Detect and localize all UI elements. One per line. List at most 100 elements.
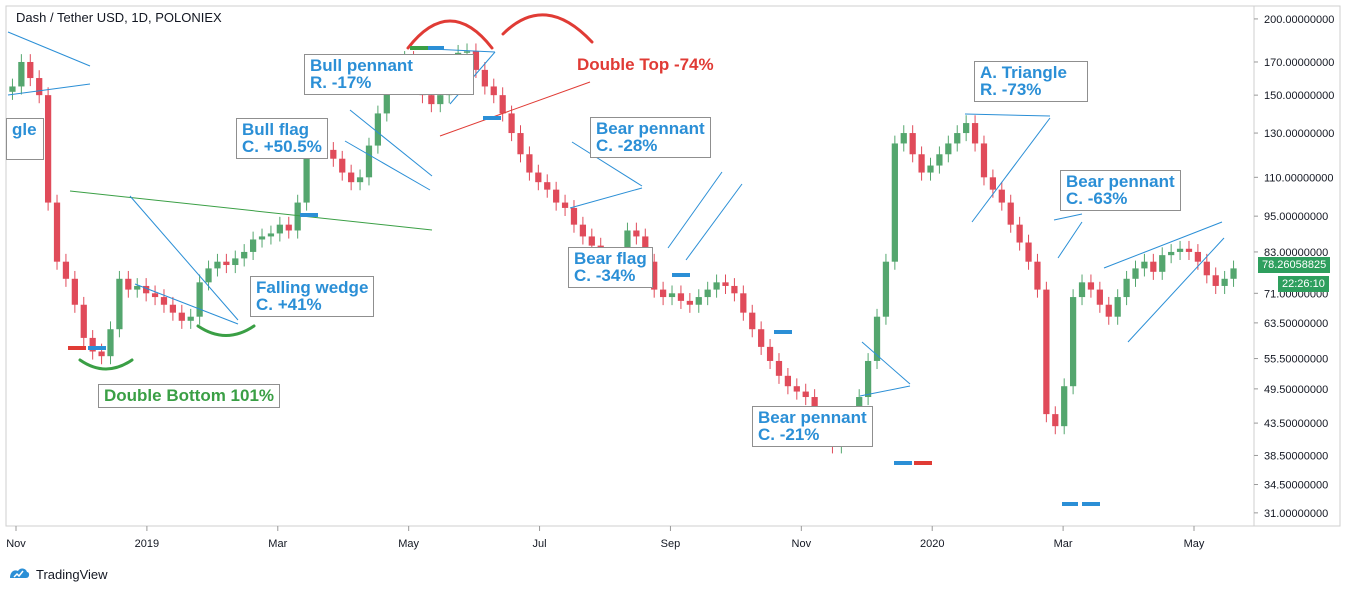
candle-body — [659, 289, 667, 298]
annotation-double-top: Double Top -74% — [572, 54, 719, 76]
last-price-tag: 78.26058825 — [1258, 257, 1331, 273]
candle-body — [1069, 297, 1077, 387]
candle-body — [160, 297, 168, 305]
y-tick-label: 34.50000000 — [1264, 480, 1328, 492]
x-tick-label: Nov — [792, 538, 812, 550]
candle-body — [205, 268, 212, 283]
y-tick-label: 63.50000000 — [1264, 318, 1328, 330]
candle-body — [1168, 251, 1175, 256]
candle-body — [1150, 261, 1157, 272]
candle-body — [677, 293, 685, 301]
candle-body — [472, 51, 480, 70]
candle-body — [499, 95, 506, 114]
candle-body — [918, 154, 925, 173]
candle-body — [1016, 224, 1023, 243]
candle-body — [178, 312, 185, 321]
candle-body — [232, 258, 239, 266]
candle-body — [954, 133, 961, 144]
candle-body — [651, 261, 658, 290]
candle-body — [882, 261, 890, 317]
y-tick-label: 130.00000000 — [1264, 128, 1334, 140]
candle-body — [481, 69, 488, 87]
candle-body — [526, 154, 533, 173]
candle-body — [695, 297, 702, 305]
candle-body — [437, 95, 444, 105]
candle-body — [1007, 202, 1014, 225]
candle-body — [285, 224, 292, 231]
candle-body — [428, 95, 435, 105]
annotation-bear-pennant-jul: Bear pennant C. -28% — [590, 117, 711, 158]
candle-body — [980, 143, 988, 178]
y-tick-label: 200.00000000 — [1264, 14, 1334, 26]
annotation-bull-pennant: Bull pennant R. -17% — [304, 54, 474, 95]
tradingview-branding[interactable]: TradingView — [8, 566, 108, 583]
candle-body — [223, 261, 230, 266]
candle-body — [668, 293, 676, 298]
candle-body — [214, 261, 221, 269]
candle-body — [267, 233, 275, 237]
candle-body — [713, 282, 720, 290]
candle-body — [490, 86, 497, 96]
candle-body — [963, 123, 970, 134]
price-scale-frame — [1253, 5, 1341, 527]
candle-body — [811, 397, 818, 415]
candle-body — [53, 202, 61, 262]
candle-body — [348, 172, 355, 183]
candle-body — [1096, 289, 1103, 305]
candle-body — [945, 143, 952, 155]
candle-body — [989, 177, 997, 190]
candle-body — [793, 386, 800, 392]
candle-body — [383, 78, 390, 114]
candle-body — [740, 293, 747, 313]
candle-body — [508, 113, 515, 134]
candle-body — [18, 61, 25, 87]
candle-body — [276, 224, 283, 234]
x-tick-label: 2019 — [135, 538, 159, 550]
candle-body — [588, 236, 595, 246]
candle-body — [294, 202, 301, 231]
candle-body — [71, 278, 78, 305]
y-tick-label: 95.00000000 — [1264, 211, 1328, 223]
annotation-double-bottom: Double Bottom 101% — [98, 384, 281, 408]
annotation-bear-flag: Bear flag C. -34% — [568, 247, 653, 288]
y-tick-label: 55.50000000 — [1264, 354, 1328, 366]
candle-body — [134, 285, 141, 290]
candle-body — [1159, 255, 1166, 272]
candle-body — [107, 329, 114, 357]
candle-body — [62, 261, 70, 279]
candle-body — [36, 78, 43, 96]
candle-body — [143, 285, 150, 294]
candle-body — [553, 189, 560, 203]
candle-body — [365, 145, 373, 178]
candle-body — [784, 375, 792, 387]
y-tick-label: 43.50000000 — [1264, 418, 1328, 430]
candle-body — [1212, 275, 1219, 286]
y-tick-label: 38.50000000 — [1264, 450, 1328, 462]
level-markers — [68, 46, 1100, 506]
candle-body — [1043, 289, 1050, 415]
x-tick-label: 2020 — [920, 538, 944, 550]
brand-name: TradingView — [36, 567, 108, 582]
y-tick-label: 110.00000000 — [1264, 172, 1334, 184]
candle-body — [1114, 297, 1121, 317]
candle-body — [1230, 268, 1237, 279]
candle-body — [27, 61, 34, 79]
candle-body — [1061, 386, 1068, 427]
candle-body — [98, 351, 105, 357]
candle-body — [1123, 278, 1130, 298]
candle-body — [1078, 282, 1086, 298]
candle-body — [169, 304, 177, 313]
candle-body — [561, 202, 569, 208]
candle-body — [775, 360, 783, 376]
candle-body — [116, 278, 123, 330]
candle-body — [1025, 242, 1032, 262]
candle-body — [873, 316, 881, 361]
x-tick-label: Jul — [533, 538, 547, 550]
annotation-falling-wedge: Falling wedge C. +41% — [250, 276, 375, 317]
candle-body — [258, 236, 266, 240]
candle-body — [971, 123, 979, 144]
candle-body — [758, 329, 765, 347]
candle-body — [1176, 248, 1184, 252]
candle-body — [187, 316, 194, 321]
